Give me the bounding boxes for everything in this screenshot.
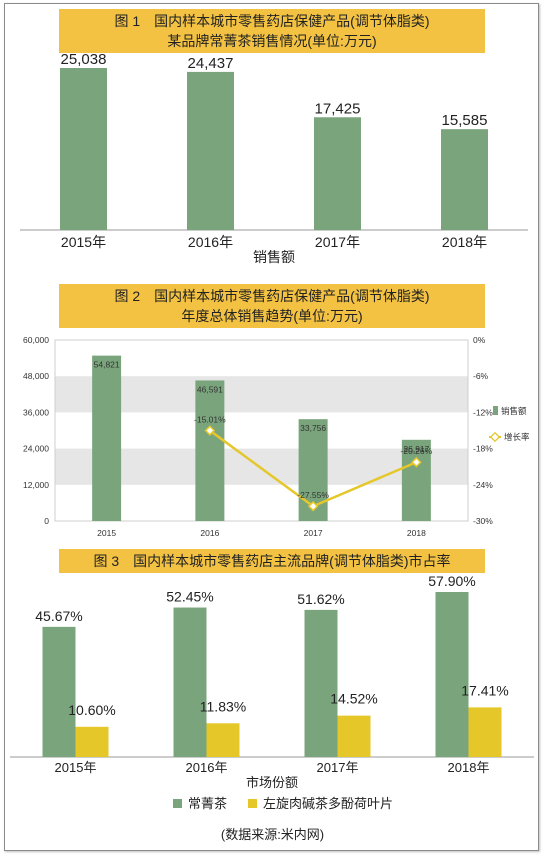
page-frame	[4, 3, 539, 851]
chart3-bar-series-b	[206, 723, 240, 757]
chart2-y-right-tick-label: -24%	[473, 480, 493, 490]
chart2-grid-band	[55, 448, 468, 485]
chart2-y-right-tick-label: -30%	[473, 516, 493, 526]
chart3-legend-a-swatch	[173, 799, 182, 808]
chart2-y-left-tick-label: 12,000	[23, 480, 49, 490]
chart3-bar-series-b	[468, 707, 502, 757]
chart2-y-right-tick-label: -12%	[473, 407, 493, 417]
chart3-bar-series-a	[42, 626, 76, 757]
chart3-title-line1: 图 3 国内样本城市零售药店主流品牌(调节体脂类)市占率	[93, 553, 451, 569]
chart2-title-line2: 年度总体销售趋势(单位:万元)	[181, 308, 363, 324]
chart1-title-line1: 图 1 国内样本城市零售药店保健产品(调节体脂类)	[114, 13, 430, 29]
chart3-bar-series-a	[435, 592, 469, 757]
chart1-bar	[60, 68, 107, 230]
chart2-title-line1: 图 2 国内样本城市零售药店保健产品(调节体脂类)	[114, 288, 430, 304]
chart3-data-label-b: 11.83%	[200, 698, 246, 714]
chart1-tick-label: 2018年	[442, 234, 487, 250]
chart2-grid-band	[55, 376, 468, 413]
chart3-data-label-a: 52.45%	[166, 589, 213, 605]
chart2-y-right-tick-label: -6%	[473, 371, 489, 381]
chart2-x-tick-label: 2015	[97, 528, 116, 538]
chart3-bar-series-b	[75, 726, 109, 757]
chart3-data-label-b: 17.41%	[461, 682, 508, 698]
chart2-line-point	[411, 456, 422, 468]
chart3-tick-label: 2018年	[448, 760, 490, 775]
chart3-legend-b-swatch	[248, 799, 257, 808]
chart3-tick-label: 2016年	[186, 760, 228, 775]
chart2-legend-bar-label: 销售额	[501, 406, 527, 416]
chart3-data-label-a: 51.62%	[297, 591, 344, 607]
chart3-title: 图 3 国内样本城市零售药店主流品牌(调节体脂类)市占率	[59, 549, 485, 573]
chart1-title: 图 1 国内样本城市零售药店保健产品(调节体脂类) 某品牌常菁茶销售情况(单位:…	[59, 9, 485, 53]
chart3-tick-label: 2015年	[55, 760, 97, 775]
chart1-data-label: 17,425	[315, 100, 361, 117]
chart1-tick-label: 2016年	[188, 234, 233, 250]
chart2-x-tick-label: 2016	[200, 528, 219, 538]
chart2-y-left-tick-label: 24,000	[23, 444, 49, 454]
chart2-title: 图 2 国内样本城市零售药店保健产品(调节体脂类) 年度总体销售趋势(单位:万元…	[59, 284, 485, 328]
chart3-bar-series-a	[173, 607, 207, 757]
chart3-plot: 45.67% 10.60% 2015年 52.45% 11.83% 2016年 51.62%…	[10, 573, 534, 811]
chart2-legend-line-label: 增长率	[504, 432, 530, 442]
chart3-legend-b-label: 左旋肉碱茶多酚荷叶片	[263, 796, 393, 811]
chart1-bar	[187, 71, 234, 230]
chart3-data-label-a: 45.67%	[35, 608, 82, 624]
chart1-data-label: 24,437	[188, 55, 234, 72]
chart1-data-label: 15,585	[442, 112, 488, 129]
chart2-y-left-tick-label: 0	[44, 516, 49, 526]
chart3-bar-series-b	[337, 715, 371, 757]
chart2-x-tick-label: 2018	[407, 528, 426, 538]
chart2-bar-data-label: 46,591	[197, 384, 223, 394]
chart2-bar-data-label: 54,821	[94, 360, 120, 370]
chart2-bar-data-label: 33,756	[300, 423, 326, 433]
data-source-note: (数据来源:米内网)	[220, 827, 325, 842]
chart1-tick-label: 2015年	[61, 234, 106, 250]
chart1-plot: 25,038 2015年 24,437 2016年 17,425 2017年 15,585 2…	[20, 51, 528, 265]
chart2-bar	[195, 380, 225, 521]
chart2-plot: 0 12,000 24,000 36,000 48,000 60,000 0% -6% -12%…	[23, 335, 530, 538]
chart2-legend-line-marker	[489, 431, 501, 443]
chart2-y-right-tick-label: -18%	[473, 444, 493, 454]
chart2-y-left-tick-label: 36,000	[23, 407, 49, 417]
chart2-line-point	[307, 500, 319, 512]
chart2-y-left-tick-label: 48,000	[23, 371, 49, 381]
chart2-bar	[92, 355, 122, 521]
chart1-x-axis-title: 销售额	[253, 249, 295, 265]
chart2-line-point	[204, 425, 216, 436]
chart1-title-line2: 某品牌常菁茶销售情况(单位:万元)	[167, 33, 377, 49]
chart3-bar-series-a	[304, 609, 338, 757]
chart2-y-right-tick-label: 0%	[473, 335, 486, 345]
chart2-x-tick-label: 2017	[304, 528, 323, 538]
chart1-bar	[441, 129, 488, 230]
chart2-bar	[401, 439, 431, 521]
chart3-legend-a-label: 常菁茶	[188, 796, 227, 811]
chart2-line-data-label: -27.55%	[297, 490, 329, 500]
chart1-bar	[314, 117, 361, 230]
chart2-plot-border	[54, 339, 469, 522]
chart1-tick-label: 2017年	[315, 234, 360, 250]
chart2-line-data-label: -15.01%	[194, 415, 226, 425]
chart2-y-left-tick-label: 60,000	[23, 335, 49, 345]
chart3-data-label-b: 10.60%	[68, 702, 115, 718]
chart3-data-label-b: 14.52%	[330, 691, 377, 707]
chart2-line-data-label: -20.26%	[401, 446, 433, 456]
chart1-data-label: 25,038	[61, 51, 107, 68]
chart2-legend-bar-swatch	[493, 406, 498, 415]
chart3-data-label-a: 57.90%	[428, 573, 475, 589]
chart3-x-axis-title: 市场份额	[246, 775, 298, 790]
chart2-bar-data-label: 26,917	[403, 444, 429, 454]
chart3-tick-label: 2017年	[317, 760, 359, 775]
